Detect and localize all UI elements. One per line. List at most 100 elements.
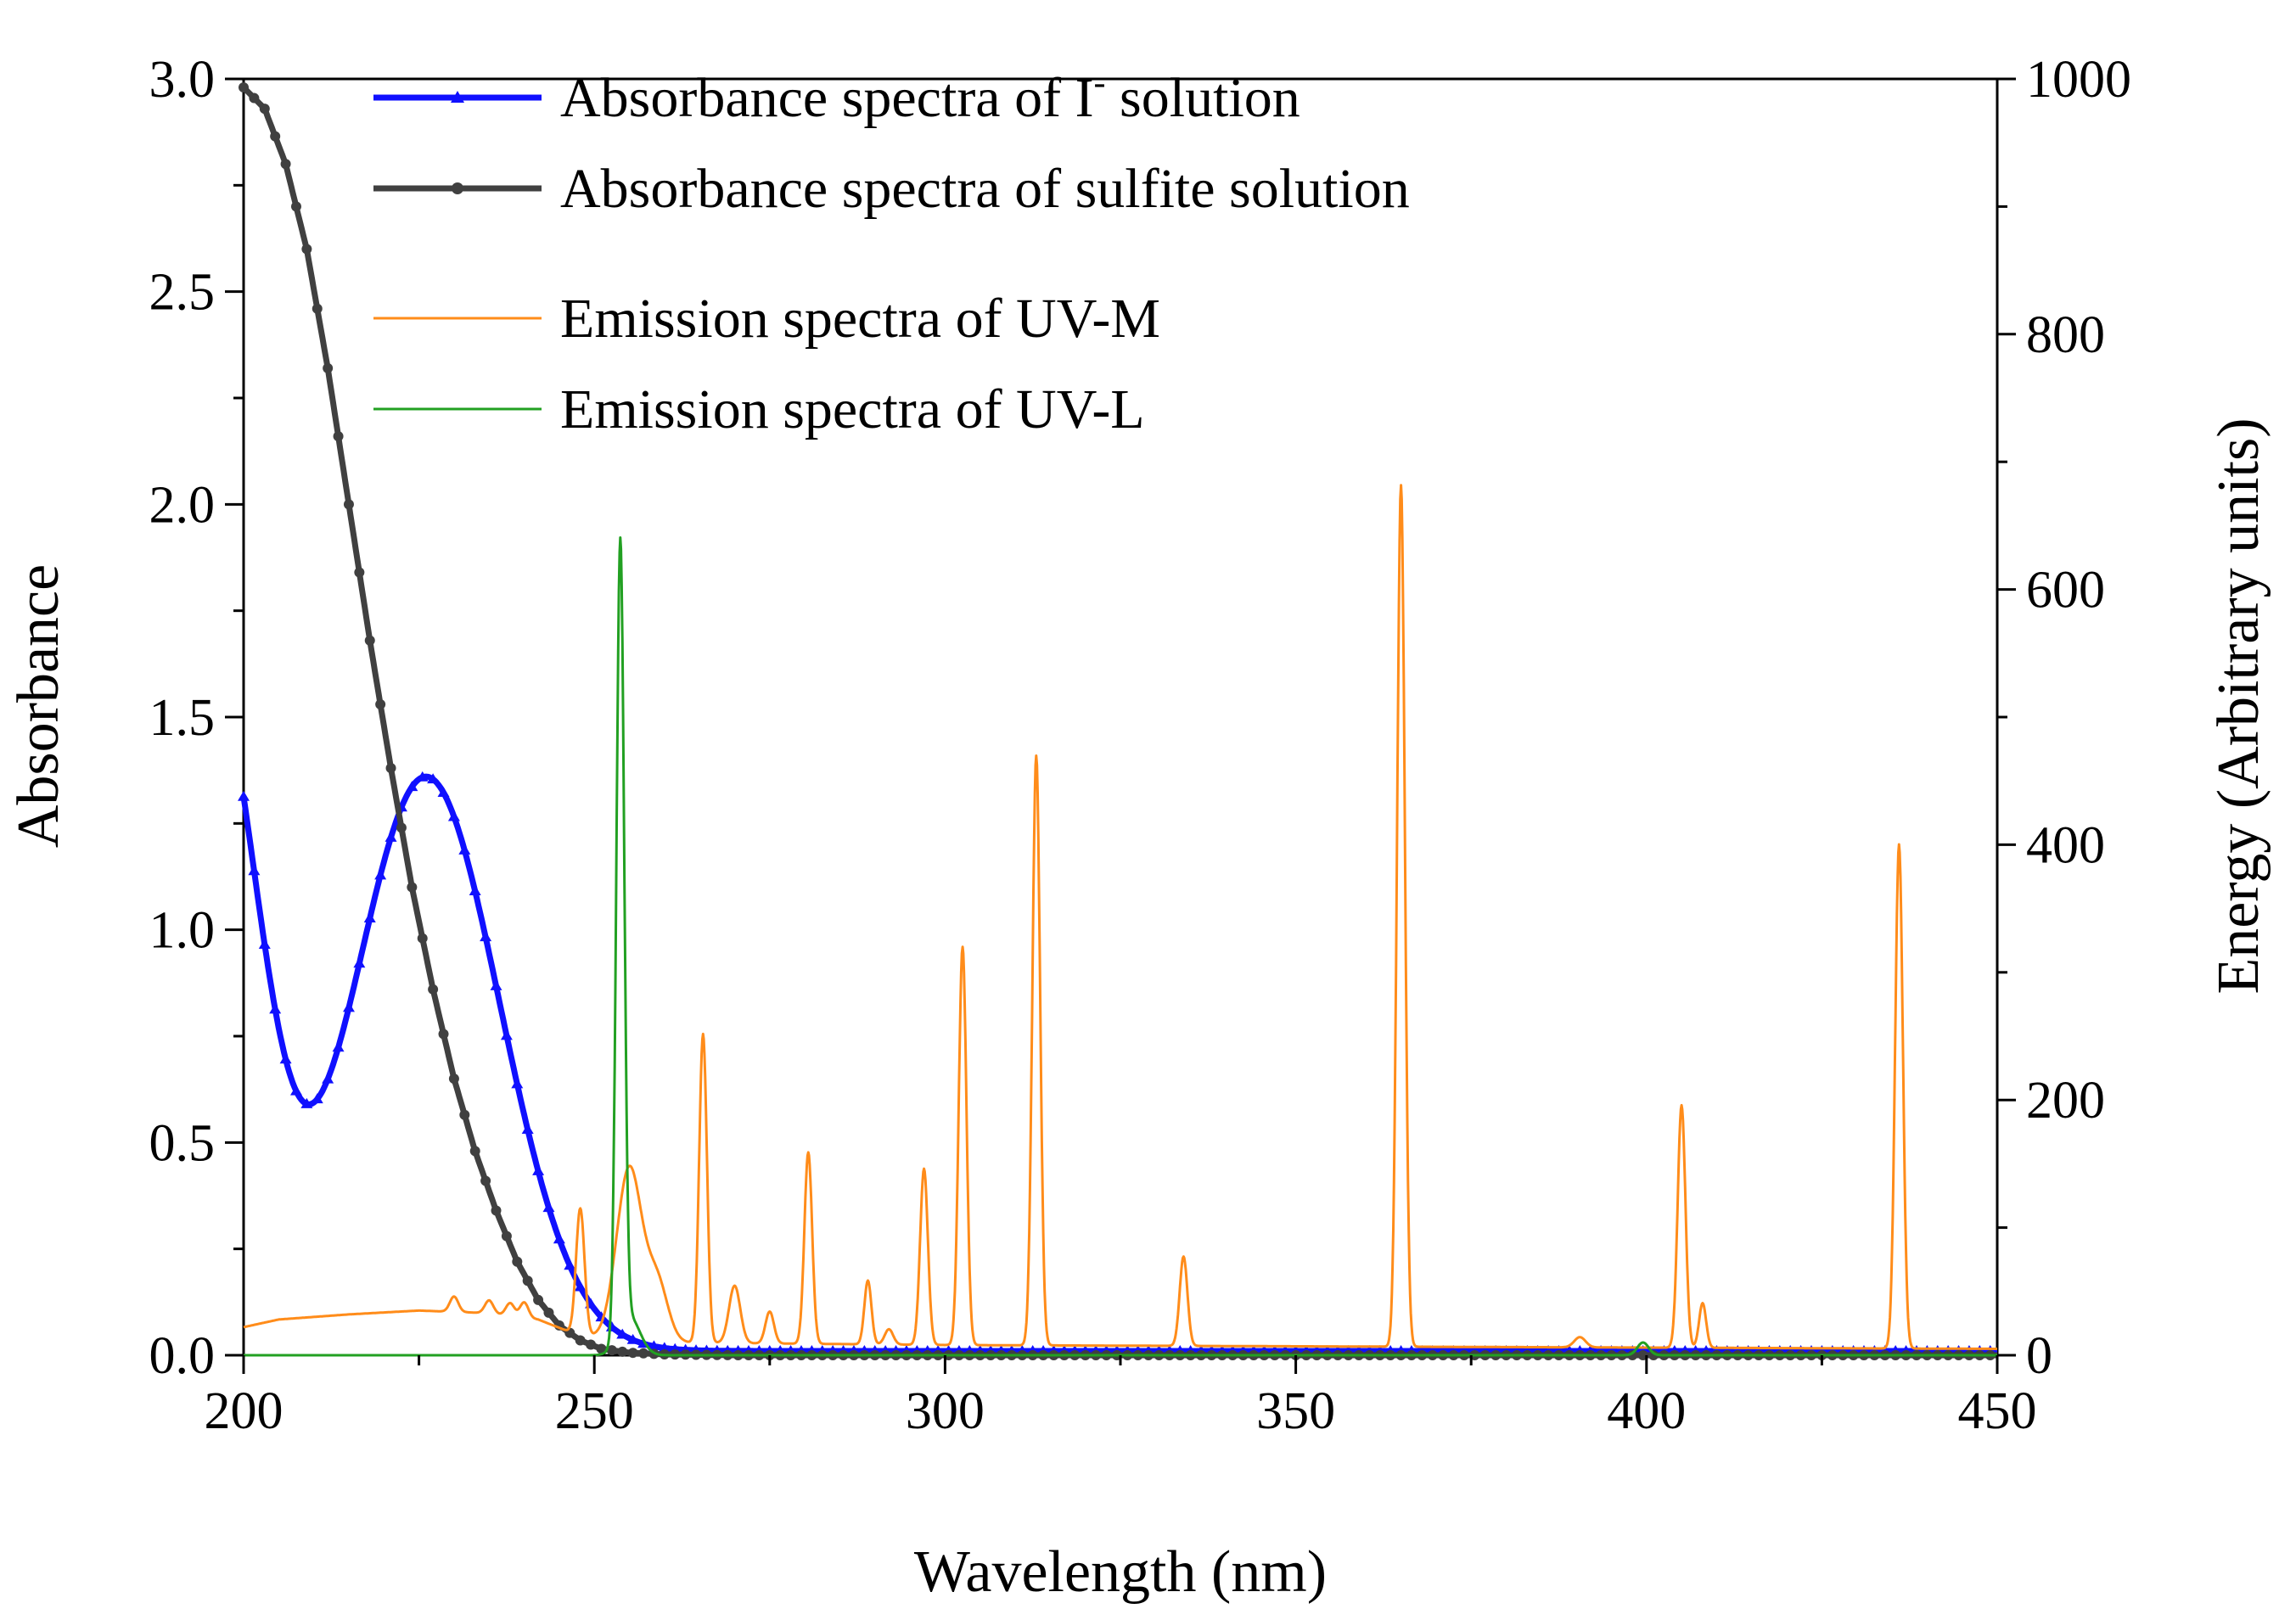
data-point [438,1029,449,1040]
data-point [249,92,260,104]
data-point [375,698,386,709]
data-point [512,1256,523,1267]
data-point [437,787,450,797]
data-point [269,1003,282,1014]
data-point [469,885,481,895]
data-point [239,82,249,93]
data-point [469,1146,480,1157]
data-point [501,1230,512,1242]
data-point [279,1053,292,1064]
data-point [290,201,301,212]
data-point [447,810,460,821]
axes-frame-layer [242,77,1999,1357]
data-point [543,1307,554,1318]
data-point [333,431,344,442]
data-point [322,1073,334,1084]
data-point [300,1097,313,1108]
data-point [658,1342,671,1353]
y2-tick-label: 800 [2026,306,2105,364]
series-line-0 [240,773,1999,1354]
data-point [595,1311,608,1322]
y-tick-label: 2.5 [149,264,216,322]
y-tick-label: 1.0 [149,902,216,960]
legend-label-0: Absorbance spectra of I- solution [560,64,1300,129]
x-tick-label: 250 [555,1382,634,1440]
y2-tick-label: 0 [2026,1327,2052,1385]
data-point [458,844,471,855]
data-point [491,1205,502,1216]
series-line-1 [241,85,1999,1359]
legend-label-2: Emission spectra of UV-M [560,288,1160,350]
data-point [533,1294,544,1305]
data-point [289,1085,302,1096]
data-point [407,882,418,893]
data-point [312,303,323,314]
data-point [323,362,334,373]
data-point [248,865,261,876]
y-tick-label: 3.0 [149,51,216,109]
data-point [532,1165,545,1175]
data-point [638,1348,649,1359]
data-point [343,499,354,510]
data-point [542,1202,555,1213]
data-point [416,771,429,782]
series-line-2 [243,484,1998,1350]
data-point [586,1339,597,1350]
data-point [490,979,502,990]
data-point [626,1333,639,1344]
y-axis-title: Absorbance [6,564,71,848]
y2-tick-label: 200 [2026,1072,2105,1130]
data-point [596,1343,607,1354]
data-point [363,912,376,922]
y-tick-label: 0.5 [149,1114,216,1172]
y-tick-label: 1.5 [149,689,216,747]
x-tick-label: 200 [205,1382,283,1440]
data-point [374,869,387,880]
data-point [606,1345,617,1356]
y-tick-label: 0.0 [149,1327,216,1385]
data-point [311,1093,323,1104]
data-point [1627,1350,1638,1360]
data-point [417,933,428,944]
data-point [301,244,312,255]
data-point [280,159,291,170]
data-point [648,1340,660,1351]
legend-marker [451,91,464,103]
legend: Absorbance spectra of I- solution Absorba… [373,64,1410,440]
data-point [575,1335,586,1346]
data-point [385,831,397,842]
data-point [616,1328,629,1339]
x-tick-label: 450 [1958,1382,2037,1440]
data-point [522,1275,533,1286]
legend-label-1: Absorbance spectra of sulfite solution [560,158,1410,220]
legend-label-3: Emission spectra of UV-L [560,378,1145,440]
data-point [459,1109,470,1120]
data-point [406,781,418,792]
data-point [627,1348,638,1359]
y-tick-label: 2.0 [149,476,216,534]
data-point [480,1175,491,1186]
data-point [521,1124,534,1135]
data-point [342,1001,355,1012]
data-point [617,1346,628,1357]
data-point [353,957,366,968]
data-point [511,1078,524,1089]
y2-tick-label: 600 [2026,562,2105,619]
data-point [354,567,365,578]
data-point [480,931,492,942]
x-axis-title: Wavelength (nm) [914,1539,1327,1605]
data-point [258,939,271,949]
ticks-layer: 200 250 300 350 400 450 0.0 0.5 1.0 1.5 2.0 2.5 3.0 0… [149,51,2132,1440]
data-point [448,1073,459,1085]
y2-tick-label: 400 [2026,816,2105,874]
data-point [332,1041,345,1052]
data-point [270,131,281,142]
series-layer [238,82,1999,1360]
x-tick-label: 400 [1607,1382,1686,1440]
x-tick-label: 300 [906,1382,985,1440]
legend-marker [452,182,463,194]
data-point [364,635,375,646]
data-point [500,1029,513,1040]
data-point [385,763,396,774]
